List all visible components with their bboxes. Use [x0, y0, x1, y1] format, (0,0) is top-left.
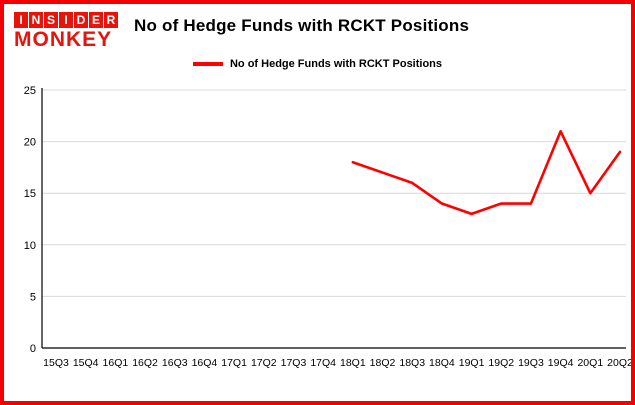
logo-monkey: MONKEY	[14, 28, 113, 51]
x-tick-label: 16Q4	[192, 357, 218, 369]
x-tick-label: 19Q4	[548, 357, 574, 369]
x-tick-label: 16Q3	[162, 357, 188, 369]
x-tick-label: 17Q4	[310, 357, 336, 369]
y-tick-label: 10	[24, 240, 36, 252]
line-chart-svg: 0 5 10 15 20 25 15Q3 15Q4 16Q1 16Q2 16Q3 16Q4 17Q1 17…	[24, 85, 633, 369]
logo-letter-tile: I	[59, 12, 73, 28]
x-tick-label: 16Q2	[132, 357, 158, 369]
x-tick-label: 19Q3	[518, 357, 544, 369]
y-tick-label: 15	[24, 188, 36, 200]
logo-letter-tile: I	[14, 12, 28, 28]
x-tick-label: 20Q1	[577, 357, 603, 369]
x-tick-label: 19Q1	[459, 357, 485, 369]
x-tick-label: 15Q3	[43, 357, 69, 369]
plot-area: 0 5 10 15 20 25 15Q3 15Q4 16Q1 16Q2 16Q3 16Q4 17Q1 17…	[8, 76, 633, 401]
chart-title: No of Hedge Funds with RCKT Positions	[134, 16, 470, 35]
x-tick-label: 16Q1	[103, 357, 129, 369]
x-tick-label: 15Q4	[73, 357, 99, 369]
x-tick-label: 18Q4	[429, 357, 455, 369]
x-tick-label: 17Q2	[251, 357, 277, 369]
y-tick-label: 25	[24, 85, 36, 97]
x-tick-label: 18Q2	[370, 357, 396, 369]
series-line	[351, 129, 622, 216]
logo-letter-tile: S	[44, 12, 58, 28]
y-tick-label: 20	[24, 137, 36, 149]
logo-letter-tile: N	[29, 12, 43, 28]
logo-letter-tile: D	[74, 12, 88, 28]
y-tick-label: 0	[30, 343, 36, 355]
y-tick-label: 5	[30, 291, 36, 303]
x-tick-label: 18Q1	[340, 357, 366, 369]
x-tick-label: 19Q2	[488, 357, 514, 369]
legend-label: No of Hedge Funds with RCKT Positions	[229, 58, 443, 70]
x-tick-label: 20Q2	[607, 357, 633, 369]
legend: No of Hedge Funds with RCKT Positions	[4, 58, 631, 70]
x-tick-label: 17Q3	[281, 357, 307, 369]
legend-line-marker	[192, 62, 223, 66]
logo-letter-tile: E	[89, 12, 103, 28]
x-tick-label: 17Q1	[221, 357, 247, 369]
logo-letter-tile: R	[104, 12, 118, 28]
x-tick-label: 18Q3	[399, 357, 425, 369]
